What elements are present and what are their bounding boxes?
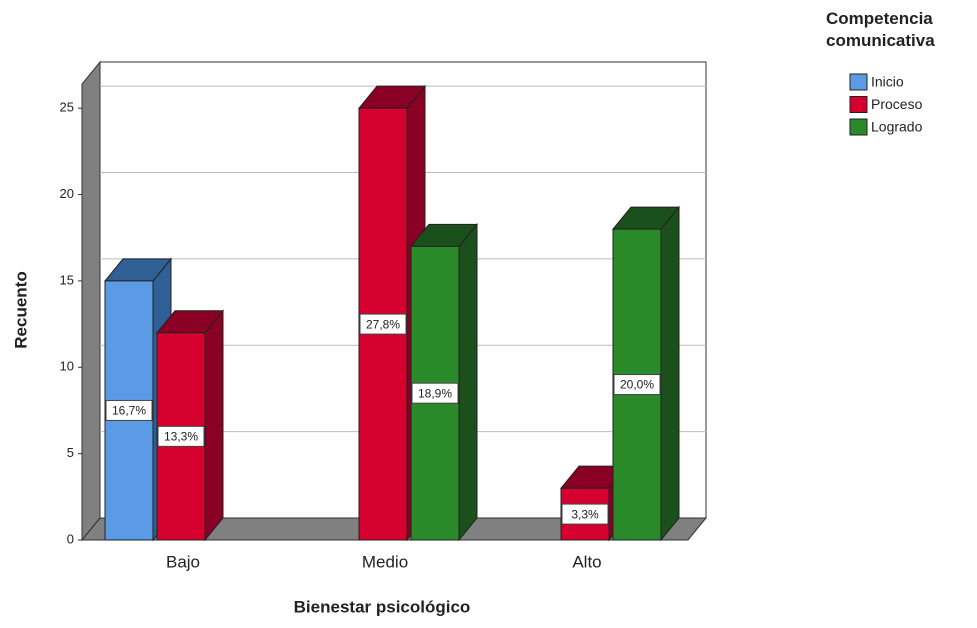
- y-tick-label: 0: [67, 531, 74, 546]
- y-tick-label: 25: [60, 100, 74, 115]
- x-axis-title: Bienestar psicológico: [294, 597, 471, 616]
- legend-title: Competencia comunicativa: [826, 9, 935, 50]
- y-axis-title: Recuento: [11, 271, 30, 348]
- data-label: 13,3%: [164, 430, 198, 444]
- bar-side: [458, 222, 478, 542]
- label-box: [411, 382, 459, 404]
- legend-swatch: [849, 118, 868, 136]
- y-tick-label: 15: [60, 272, 74, 287]
- legend-swatch: [849, 73, 868, 91]
- bar-group: 13,3%: [155, 309, 225, 542]
- data-label: 18,9%: [418, 386, 452, 400]
- bar-side: [204, 309, 224, 542]
- left-wall: [81, 60, 101, 542]
- data-label: 20,0%: [620, 378, 654, 392]
- bar-group: 18,9%: [409, 222, 479, 542]
- label-box: [105, 399, 153, 421]
- bar-group: 20,0%: [611, 205, 681, 542]
- label-box: [157, 425, 205, 447]
- bar-side: [660, 205, 680, 542]
- legend-label: Logrado: [871, 119, 923, 135]
- data-label: 16,7%: [112, 404, 146, 418]
- label-box: [561, 503, 609, 525]
- x-tick-label: Bajo: [166, 552, 200, 571]
- legend-label: Inicio: [871, 74, 904, 90]
- label-box: [613, 374, 661, 396]
- y-tick-label: 5: [67, 445, 74, 460]
- data-label: 3,3%: [571, 507, 599, 521]
- label-box: [359, 313, 407, 335]
- y-tick-label: 20: [60, 186, 74, 201]
- x-tick-label: Alto: [572, 552, 601, 571]
- legend-label: Proceso: [871, 96, 923, 112]
- x-tick-label: Medio: [362, 552, 408, 571]
- legend-swatch: [849, 96, 868, 113]
- y-tick-label: 10: [60, 359, 74, 374]
- data-label: 27,8%: [366, 317, 400, 331]
